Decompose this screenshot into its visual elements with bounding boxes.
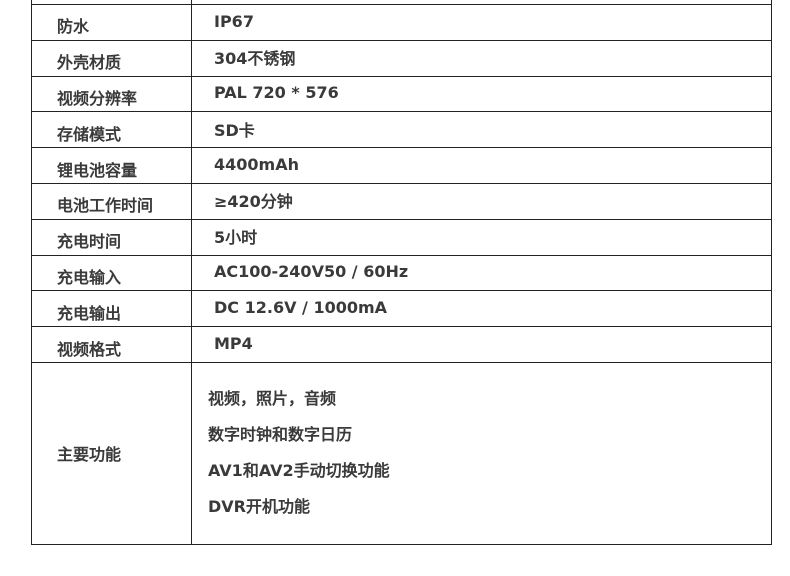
table-row: 防水 IP67: [32, 5, 771, 41]
spec-label: 防水: [32, 5, 192, 40]
spec-value: 4400mAh: [214, 155, 299, 175]
spec-label: 外壳材质: [32, 40, 192, 76]
feature-item: 视频，照片，音频: [208, 389, 337, 409]
spec-label: 存储模式: [32, 112, 192, 148]
spec-value: PAL 720 * 576: [214, 83, 339, 103]
spec-label: 视频分辨率: [32, 76, 192, 112]
spec-table: 防水 IP67 外壳材质 304不锈钢视频分辨率 PAL 720 * 576 存储模式 SD…: [31, 4, 772, 545]
spec-label: 电池工作时间: [32, 183, 192, 219]
table-row: 充电输入 AC100-240V50 / 60Hz: [32, 255, 771, 292]
spec-value: IP67: [214, 11, 254, 31]
features-list: 视频，照片，音频 数字时钟和数字日历 AV1和AV2手动切换功能 DVR开机功能: [192, 363, 771, 544]
spec-value: 304不锈钢: [214, 49, 296, 69]
table-row: 电池工作时间 ≥420分钟: [32, 183, 771, 220]
feature-item: AV1和AV2手动切换功能: [208, 461, 390, 481]
spec-value: AC100-240V50 / 60Hz: [214, 262, 409, 282]
feature-item: 数字时钟和数字日历: [208, 425, 353, 445]
spec-label: 充电输入: [32, 255, 192, 291]
table-row: 锂电池容量 4400mAh: [32, 148, 771, 184]
features-row: 主要功能 视频，照片，音频 数字时钟和数字日历 AV1和AV2手动切换功能 DV…: [32, 362, 771, 544]
table-top-edge: [31, 0, 772, 5]
table-row: 存储模式 SD卡: [32, 112, 771, 149]
spec-label: 锂电池容量: [32, 148, 192, 183]
table-row: 充电时间 5小时: [32, 219, 771, 256]
spec-value: ≥420分钟: [214, 192, 293, 212]
spec-value: 5小时: [214, 228, 258, 248]
table-row: 视频分辨率 PAL 720 * 576: [32, 76, 771, 113]
table-row: 外壳材质 304不锈钢: [32, 40, 771, 77]
table-row: 充电输出 DC 12.6V / 1000mA: [32, 291, 771, 328]
spec-label: 充电时间: [32, 219, 192, 255]
spec-value: SD卡: [214, 120, 255, 140]
spec-label: 充电输出: [32, 291, 192, 327]
spec-value: DC 12.6V / 1000mA: [214, 298, 388, 318]
spec-label: 视频格式: [32, 327, 192, 362]
spec-label: 主要功能: [32, 362, 192, 544]
table-row: 视频格式 MP4: [32, 327, 771, 363]
feature-item: DVR开机功能: [208, 497, 310, 517]
spec-value: MP4: [214, 334, 253, 354]
